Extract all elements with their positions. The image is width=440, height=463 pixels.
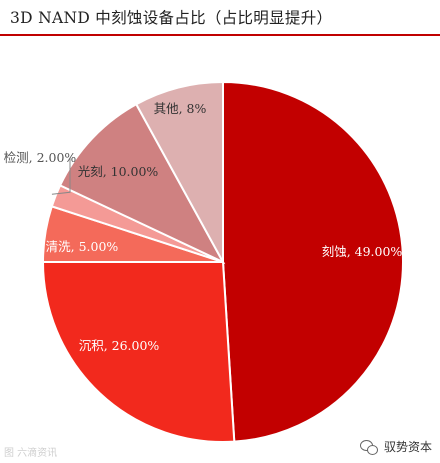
slice-label-1: 沉积, 26.00% xyxy=(79,338,160,353)
pie-slice-1 xyxy=(41,261,236,443)
leader-lines xyxy=(51,158,71,195)
chart-title: 3D NAND 中刻蚀设备占比（占比明显提升） xyxy=(10,9,333,27)
leader-line-3 xyxy=(51,158,71,195)
pie-slice-0 xyxy=(222,80,404,443)
pie-slices xyxy=(41,80,404,443)
pie-slice-5 xyxy=(134,80,224,263)
watermark-brand: 驭势资本 xyxy=(383,440,432,454)
watermark-right: 驭势资本 xyxy=(359,438,432,455)
slice-label-0: 刻蚀, 49.00% xyxy=(322,244,403,259)
slice-labels: 刻蚀, 49.00% 沉积, 26.00% 清洗, 5.00% 检测, 2.00%光刻… xyxy=(4,101,403,353)
pie-slice-4 xyxy=(58,102,226,265)
slice-label-3: 检测, 2.00% xyxy=(4,150,77,165)
title-underline xyxy=(0,34,440,36)
watermark-left: 图 六滴资讯 xyxy=(4,448,58,459)
slice-label-5: 其他, 8% xyxy=(154,101,207,116)
slice-label-4: 光刻, 10.00% xyxy=(78,164,159,179)
slice-label-2: 清洗, 5.00% xyxy=(46,239,119,254)
wechat-icon xyxy=(359,439,378,455)
